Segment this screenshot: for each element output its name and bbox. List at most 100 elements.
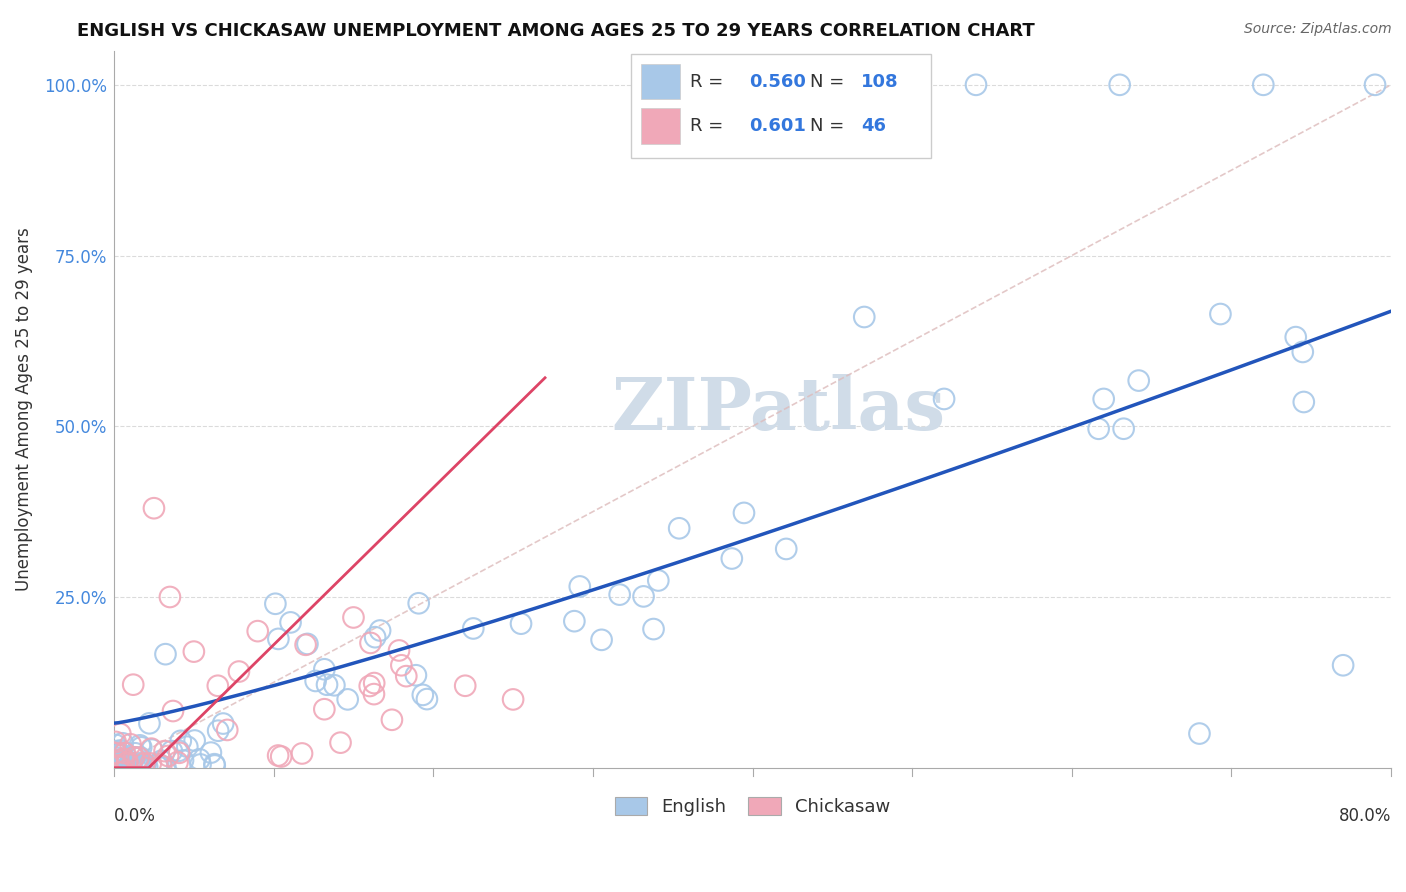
Text: ZIPatlas: ZIPatlas	[612, 374, 945, 445]
Point	[1209, 307, 1232, 321]
Point	[114, 753, 136, 767]
Point	[105, 755, 128, 769]
Point	[120, 756, 142, 771]
Point	[294, 638, 316, 652]
Point	[647, 574, 669, 588]
Point	[120, 737, 142, 751]
Point	[166, 756, 188, 770]
Point	[107, 760, 129, 774]
Point	[733, 506, 755, 520]
Point	[155, 647, 177, 661]
Point	[502, 692, 524, 706]
Point	[114, 746, 136, 760]
Point	[591, 632, 613, 647]
Point	[965, 78, 987, 92]
Point	[1087, 422, 1109, 436]
Point	[228, 665, 250, 679]
Point	[128, 750, 150, 764]
Point	[297, 637, 319, 651]
Point	[115, 756, 138, 770]
Point	[202, 757, 225, 772]
Point	[157, 749, 180, 764]
Bar	[641, 63, 679, 99]
Text: 80.0%: 80.0%	[1339, 807, 1391, 825]
Text: R =: R =	[690, 72, 728, 90]
Point	[114, 746, 136, 760]
Point	[1292, 395, 1315, 409]
Point	[122, 750, 145, 764]
Point	[139, 756, 162, 771]
Point	[176, 739, 198, 754]
Point	[183, 733, 205, 747]
Point	[200, 746, 222, 760]
Point	[138, 716, 160, 731]
Point	[112, 759, 135, 773]
Point	[1285, 330, 1308, 344]
Point	[323, 678, 346, 692]
Point	[114, 756, 136, 770]
Point	[134, 757, 156, 772]
Point	[117, 756, 139, 770]
Point	[110, 727, 132, 741]
Point	[363, 676, 385, 690]
Point	[107, 758, 129, 772]
Point	[336, 692, 359, 706]
Point	[267, 632, 290, 646]
Text: N =: N =	[810, 72, 851, 90]
Text: R =: R =	[690, 117, 728, 135]
Point	[108, 753, 131, 767]
Point	[122, 750, 145, 764]
Point	[104, 756, 127, 771]
Point	[125, 758, 148, 772]
Point	[167, 746, 190, 760]
Point	[172, 753, 194, 767]
Point	[568, 579, 591, 593]
Text: Source: ZipAtlas.com: Source: ZipAtlas.com	[1244, 22, 1392, 37]
Y-axis label: Unemployment Among Ages 25 to 29 years: Unemployment Among Ages 25 to 29 years	[15, 227, 32, 591]
Point	[143, 501, 166, 516]
Point	[150, 759, 173, 773]
Point	[159, 590, 181, 604]
Text: ENGLISH VS CHICKASAW UNEMPLOYMENT AMONG AGES 25 TO 29 YEARS CORRELATION CHART: ENGLISH VS CHICKASAW UNEMPLOYMENT AMONG …	[77, 22, 1035, 40]
Text: N =: N =	[810, 117, 851, 135]
Point	[105, 744, 128, 758]
Point	[129, 740, 152, 755]
Point	[153, 744, 176, 758]
Point	[267, 748, 290, 763]
Point	[141, 742, 163, 756]
Point	[104, 746, 127, 760]
Point	[107, 759, 129, 773]
Point	[1112, 422, 1135, 436]
Point	[129, 759, 152, 773]
Point	[1128, 374, 1150, 388]
Point	[104, 759, 127, 773]
Point	[110, 743, 132, 757]
Point	[368, 624, 391, 638]
Point	[167, 744, 190, 758]
Point	[212, 716, 235, 731]
Point	[395, 669, 418, 683]
Point	[280, 615, 302, 630]
Point	[160, 744, 183, 758]
Point	[162, 704, 184, 718]
Point	[155, 760, 177, 774]
Point	[360, 636, 382, 650]
Point	[104, 738, 127, 752]
Point	[111, 736, 134, 750]
Point	[720, 551, 742, 566]
Point	[364, 630, 387, 644]
Point	[1292, 345, 1315, 359]
Point	[108, 748, 131, 763]
Point	[342, 610, 364, 624]
Point	[134, 756, 156, 771]
Point	[454, 679, 477, 693]
Point	[108, 757, 131, 772]
Point	[314, 702, 336, 716]
Point	[416, 692, 439, 706]
Point	[270, 749, 292, 764]
Point	[412, 688, 434, 702]
Point	[217, 723, 239, 737]
Text: 0.601: 0.601	[749, 117, 806, 135]
Point	[853, 310, 876, 324]
Text: 108: 108	[860, 72, 898, 90]
